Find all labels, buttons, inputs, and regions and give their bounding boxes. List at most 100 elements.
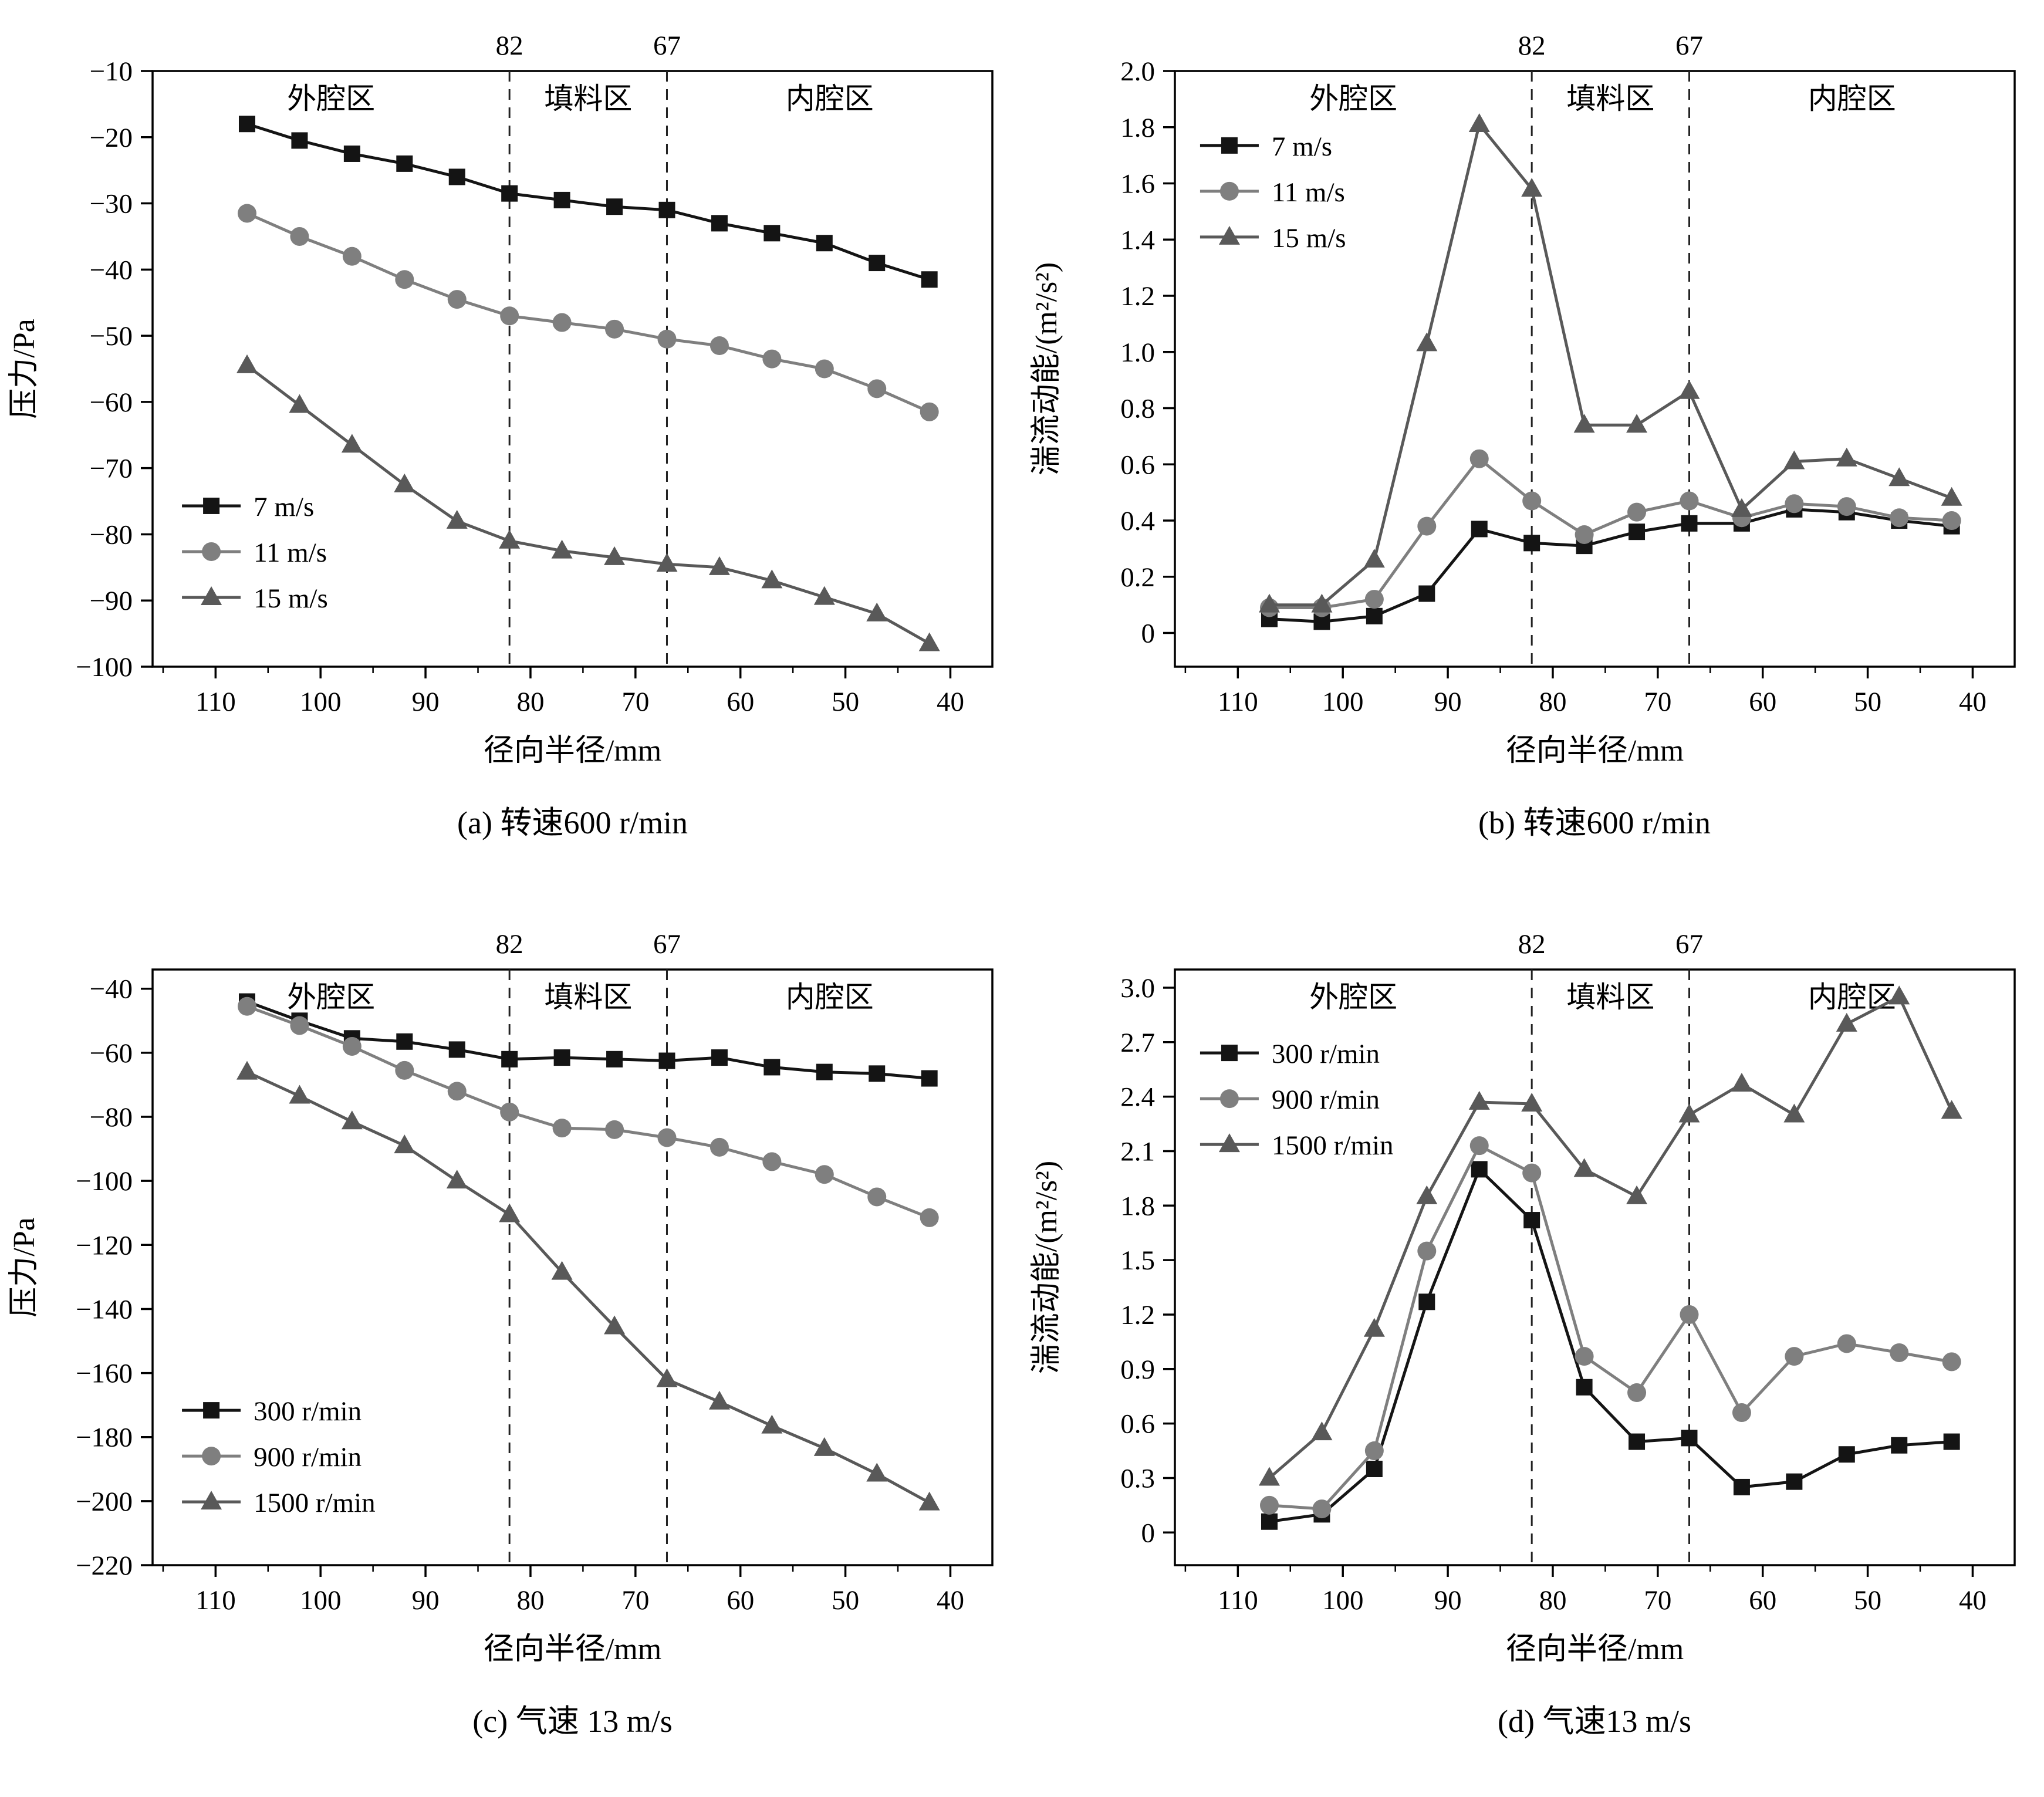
svg-text:−70: −70 [89,454,133,484]
svg-text:70: 70 [1644,1585,1671,1616]
svg-text:90: 90 [1434,1585,1461,1616]
svg-text:2.4: 2.4 [1120,1082,1155,1113]
series-15-m-s [1258,113,1962,613]
svg-text:40: 40 [937,1585,964,1616]
svg-text:82: 82 [496,929,523,960]
svg-text:82: 82 [496,31,523,61]
svg-text:100: 100 [1322,687,1363,717]
svg-text:2.7: 2.7 [1120,1028,1155,1058]
svg-text:100: 100 [300,687,342,717]
svg-text:15 m/s: 15 m/s [1271,223,1346,254]
axes-c: 110 100 90 80 70 60 50 40 −40 −60 −80 −100 −120 −140 −… [8,968,994,1666]
chart-b-plot: 110 100 90 80 70 60 50 40 0 0.2 0.4 0.6 0.8 1.0 1.2 1.4… [1030,31,2016,768]
legend-c: 300 r/min 900 r/min 1500 r/min [182,1396,376,1518]
svg-text:110: 110 [1217,687,1258,717]
x-axis-label: 径向半径/mm [1505,734,1683,768]
svg-text:外腔区: 外腔区 [1309,981,1397,1014]
svg-text:80: 80 [516,687,544,717]
svg-text:60: 60 [1749,687,1776,717]
svg-text:110: 110 [195,687,236,717]
svg-text:−100: −100 [76,1166,133,1197]
svg-text:40: 40 [937,687,964,717]
svg-text:2.0: 2.0 [1120,56,1155,87]
region-labels-a: 外腔区 填料区 内腔区 [287,82,874,115]
svg-text:−180: −180 [76,1423,133,1453]
caption-b: (b) 转速600 r/min [1478,805,1711,840]
y-axis-label: 压力/Pa [8,319,41,418]
svg-text:900 r/min: 900 r/min [254,1442,361,1472]
svg-text:1500 r/min: 1500 r/min [254,1488,376,1518]
chart-a-plot: 110 100 90 80 70 60 50 40 −10 −20 −30 −40 −50 −60 −70 −… [8,31,994,768]
svg-text:−120: −120 [76,1230,133,1261]
series-11-m-s [237,204,939,421]
svg-text:50: 50 [1854,687,1881,717]
svg-text:300 r/min: 300 r/min [254,1396,361,1427]
svg-text:50: 50 [832,1585,859,1616]
svg-text:填料区: 填料区 [1566,981,1654,1014]
panel-c: 110 100 90 80 70 60 50 40 −40 −60 −80 −100 −120 −140 −… [0,898,1022,1797]
y-axis-label: 湍流动能/(m²/s²) [1030,1161,1063,1374]
svg-text:70: 70 [621,1585,649,1616]
svg-text:0.3: 0.3 [1120,1463,1155,1494]
svg-text:0.8: 0.8 [1120,394,1155,424]
series-1500-r-min [236,1060,940,1511]
svg-text:7 m/s: 7 m/s [1271,131,1332,162]
panel-a: 110 100 90 80 70 60 50 40 −10 −20 −30 −40 −50 −60 −70 −… [0,0,1022,898]
axes-b: 110 100 90 80 70 60 50 40 0 0.2 0.4 0.6 0.8 1.0 1.2 1.4… [1030,56,2016,768]
series-900-r-min [1259,1136,1961,1519]
series-300-r-min [238,993,938,1087]
svg-text:7 m/s: 7 m/s [254,492,314,522]
svg-text:1.5: 1.5 [1120,1245,1155,1276]
svg-text:外腔区: 外腔区 [287,981,375,1014]
axes-d: 110 100 90 80 70 60 50 40 0 0.3 0.6 0.9 1.2 1.5 1.8 2.1… [1030,968,2016,1666]
svg-text:80: 80 [1539,687,1566,717]
region-labels-d: 外腔区 填料区 内腔区 [1309,981,1896,1014]
svg-text:−40: −40 [89,255,133,285]
zone-dividers-b: 82 67 [1518,31,1702,667]
svg-text:40: 40 [1958,1585,1986,1616]
series-11-m-s [1259,449,1961,617]
x-axis-label: 径向半径/mm [1505,1633,1683,1666]
region-labels-b: 外腔区 填料区 内腔区 [1309,82,1896,115]
svg-text:−10: −10 [89,56,133,87]
svg-text:50: 50 [832,687,859,717]
svg-text:−200: −200 [76,1487,133,1517]
y-axis-label: 湍流动能/(m²/s²) [1030,262,1063,475]
svg-text:80: 80 [516,1585,544,1616]
series-1500-r-min [1258,985,1962,1486]
legend-a: 7 m/s 11 m/s 15 m/s [182,492,328,614]
series-7-m-s [238,116,938,288]
panel-d: 110 100 90 80 70 60 50 40 0 0.3 0.6 0.9 1.2 1.5 1.8 2.1… [1022,898,2044,1797]
svg-text:3.0: 3.0 [1120,973,1155,1004]
caption-a: (a) 转速600 r/min [457,805,688,840]
zone-dividers-a: 82 67 [496,31,681,667]
svg-text:1.2: 1.2 [1120,281,1155,312]
chart-d-plot: 110 100 90 80 70 60 50 40 0 0.3 0.6 0.9 1.2 1.5 1.8 2.1… [1030,929,2016,1666]
svg-text:外腔区: 外腔区 [1309,82,1397,115]
svg-text:−60: −60 [89,1038,133,1069]
svg-text:300 r/min: 300 r/min [1271,1039,1379,1069]
legend-b: 7 m/s 11 m/s 15 m/s [1200,131,1346,254]
panel-b: 110 100 90 80 70 60 50 40 0 0.2 0.4 0.6 0.8 1.0 1.2 1.4… [1022,0,2044,898]
svg-text:−80: −80 [89,1102,133,1133]
svg-text:90: 90 [1434,687,1461,717]
svg-text:60: 60 [727,687,754,717]
svg-text:−220: −220 [76,1551,133,1581]
svg-text:填料区: 填料区 [1566,82,1654,115]
x-axis-label: 径向半径/mm [484,1633,661,1666]
svg-text:1.8: 1.8 [1120,1191,1155,1221]
region-labels-c: 外腔区 填料区 内腔区 [287,981,874,1014]
svg-text:60: 60 [727,1585,754,1616]
svg-text:−90: −90 [89,586,133,616]
svg-text:0.4: 0.4 [1120,506,1155,536]
svg-text:−80: −80 [89,519,133,550]
legend-d: 300 r/min 900 r/min 1500 r/min [1200,1039,1393,1161]
svg-text:外腔区: 外腔区 [287,82,375,115]
zone-dividers-c: 82 67 [496,929,681,1565]
svg-text:70: 70 [621,687,649,717]
svg-text:110: 110 [195,1585,236,1616]
svg-text:1.4: 1.4 [1120,225,1155,255]
series-900-r-min [237,997,939,1227]
svg-text:内腔区: 内腔区 [1807,981,1896,1014]
